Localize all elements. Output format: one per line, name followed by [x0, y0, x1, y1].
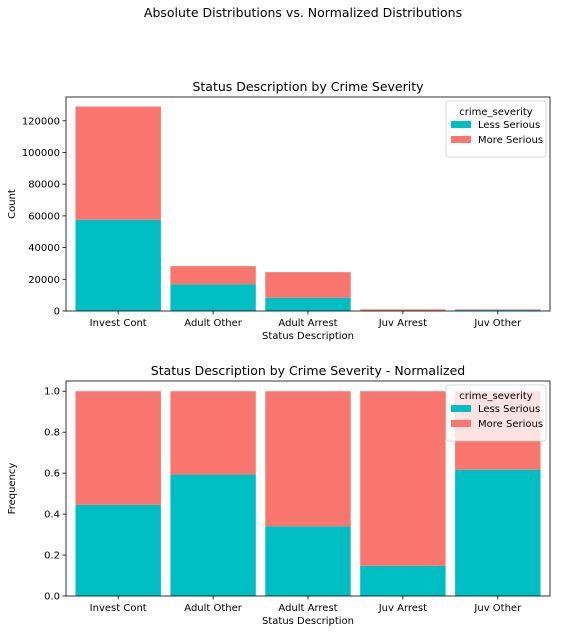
legend-label-less-serious: Less Serious — [478, 120, 540, 131]
chart-title: Status Description by Crime Severity - N… — [151, 363, 465, 378]
bar-invest-cont-more-serious — [75, 391, 161, 505]
bar-juv-arrest-more-serious — [360, 391, 446, 566]
x-tick-label-juv-other: Juv Other — [473, 603, 522, 614]
y-tick-label: 0.0 — [44, 592, 60, 603]
bar-adult-other-more-serious — [170, 391, 256, 475]
bar-invest-cont-less-serious — [75, 504, 161, 596]
x-tick-label-invest-cont: Invest Cont — [90, 603, 147, 614]
bar-adult-other-less-serious — [170, 284, 256, 311]
x-tick-label-adult-other: Adult Other — [184, 603, 243, 614]
figure-suptitle: Absolute Distributions vs. Normalized Di… — [144, 5, 462, 20]
legend-label-more-serious: More Serious — [478, 135, 543, 146]
legend-swatch-less-serious — [451, 121, 471, 128]
y-tick-label: 0.6 — [44, 469, 60, 480]
legend-swatch-less-serious — [451, 405, 471, 412]
x-tick-label-adult-arrest: Adult Arrest — [278, 318, 337, 329]
legend-label-more-serious: More Serious — [478, 419, 543, 430]
bar-adult-other-less-serious — [170, 474, 256, 596]
bar-juv-other-less-serious — [455, 469, 541, 596]
bar-juv-arrest-more-serious — [360, 309, 446, 311]
legend: crime_severity Less Serious More Serious — [445, 384, 547, 442]
bar-juv-other-less-serious — [455, 310, 541, 311]
chart-absolute: 0 20000 40000 60000 80000 100000 120000 Invest … — [7, 79, 551, 342]
legend-swatch-more-serious — [451, 420, 471, 427]
y-tick-label: 0.2 — [44, 551, 60, 562]
bar-invest-cont-more-serious — [75, 106, 161, 220]
bar-juv-arrest-less-serious — [360, 565, 446, 596]
y-axis-label: Count — [7, 189, 18, 219]
y-tick-label: 0 — [54, 307, 60, 318]
y-tick-label: 40000 — [28, 243, 60, 254]
y-tick-label: 20000 — [28, 275, 60, 286]
y-tick-label: 60000 — [28, 211, 60, 222]
bar-adult-arrest-more-serious — [265, 391, 351, 527]
bar-invest-cont-less-serious — [75, 219, 161, 311]
y-tick-label: 120000 — [22, 116, 60, 127]
y-tick-label: 0.8 — [44, 428, 60, 439]
y-tick-label: 100000 — [22, 148, 60, 159]
y-tick-label: 1.0 — [44, 387, 60, 398]
x-tick-label-adult-other: Adult Other — [184, 318, 243, 329]
legend: crime_severity Less Serious More Serious — [445, 100, 547, 158]
x-tick-label-adult-arrest: Adult Arrest — [278, 603, 337, 614]
x-axis-label: Status Description — [262, 331, 354, 342]
x-axis-label: Status Description — [262, 616, 354, 627]
chart-title: Status Description by Crime Severity — [192, 79, 424, 94]
bar-adult-arrest-less-serious — [265, 297, 351, 311]
y-tick-label: 80000 — [28, 180, 60, 191]
legend-swatch-more-serious — [451, 136, 471, 143]
legend-title: crime_severity — [459, 107, 533, 118]
legend-label-less-serious: Less Serious — [478, 404, 540, 415]
bar-adult-other-more-serious — [170, 266, 256, 285]
bar-juv-other-more-serious — [455, 309, 541, 311]
chart-normalized: 0.0 0.2 0.4 0.6 0.8 1.0 Invest Cont Adult Other… — [7, 363, 551, 627]
bar-adult-arrest-more-serious — [265, 272, 351, 298]
x-tick-label-juv-other: Juv Other — [473, 318, 522, 329]
x-tick-label-juv-arrest: Juv Arrest — [378, 603, 427, 614]
x-tick-label-juv-arrest: Juv Arrest — [378, 318, 427, 329]
bar-adult-arrest-less-serious — [265, 526, 351, 596]
x-tick-label-invest-cont: Invest Cont — [90, 318, 147, 329]
y-tick-label: 0.4 — [44, 510, 60, 521]
legend-title: crime_severity — [459, 391, 533, 402]
y-axis-label: Frequency — [7, 463, 18, 515]
